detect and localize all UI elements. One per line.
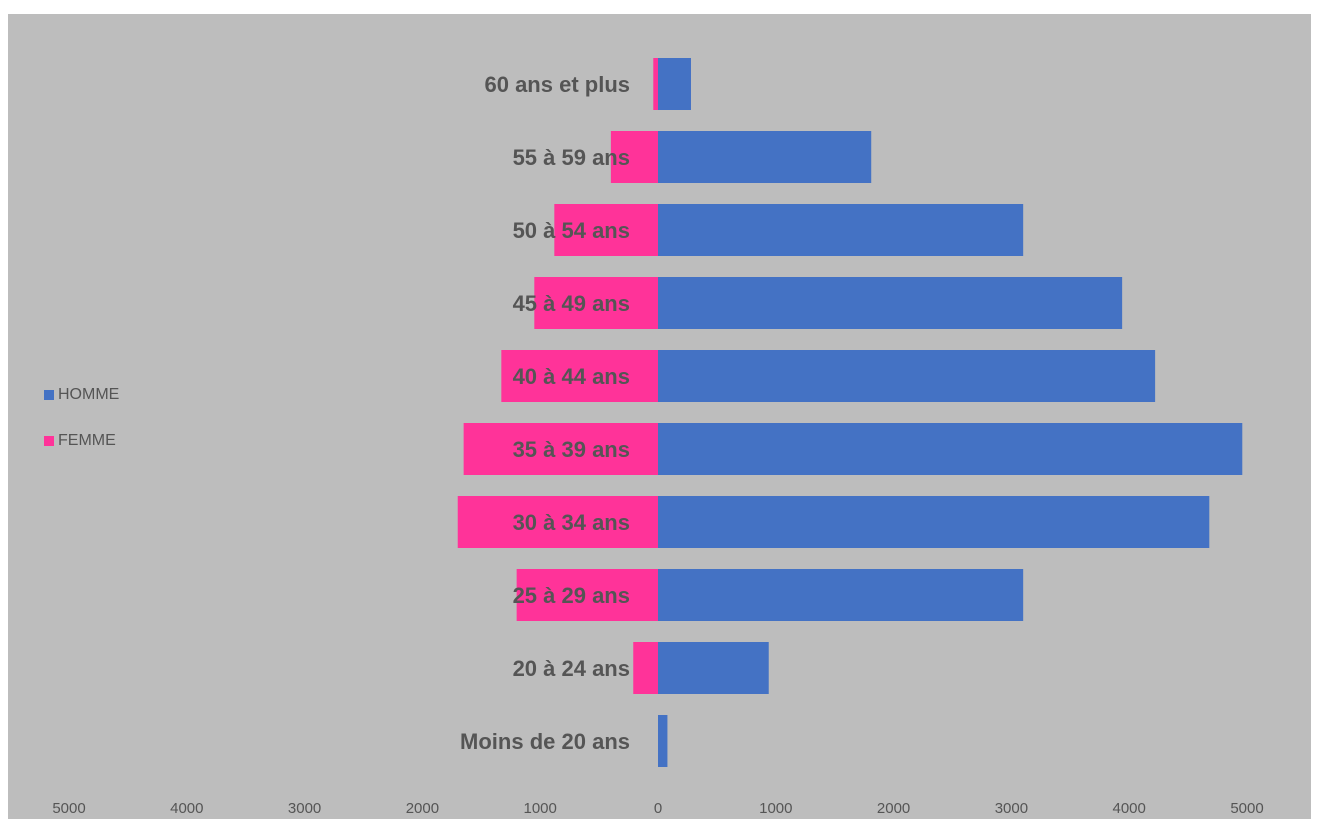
category-label-3: 30 à 34 ans	[513, 510, 630, 535]
x-tick-label-5: 0	[654, 800, 662, 817]
category-label-0: Moins de 20 ans	[460, 729, 630, 754]
bar-femme-5	[501, 350, 658, 402]
bar-homme-7	[658, 204, 1024, 256]
category-label-4: 35 à 39 ans	[513, 437, 630, 462]
bar-homme-1	[658, 642, 769, 694]
legend-label-homme: HOMME	[58, 386, 120, 403]
category-label-5: 40 à 44 ans	[513, 364, 630, 389]
x-tick-label-2: 3000	[288, 800, 321, 817]
legend-item-femme: FEMME	[44, 430, 119, 452]
bar-homme-4	[658, 423, 1243, 475]
x-tick-label-7: 2000	[877, 800, 910, 817]
category-label-8: 55 à 59 ans	[513, 145, 630, 170]
bar-femme-8	[610, 131, 658, 183]
bar-femme-6	[534, 277, 658, 329]
bar-homme-9	[658, 58, 691, 110]
bar-femme-2	[516, 569, 658, 621]
legend-swatch-homme	[44, 390, 54, 400]
category-label-9: 60 ans et plus	[484, 72, 630, 97]
legend-label-femme: FEMME	[58, 432, 116, 449]
bar-homme-6	[658, 277, 1123, 329]
x-tick-label-0: 5000	[52, 800, 85, 817]
bar-femme-4	[463, 423, 658, 475]
category-label-2: 25 à 29 ans	[513, 583, 630, 608]
category-label-6: 45 à 49 ans	[513, 291, 630, 316]
x-tick-label-6: 1000	[759, 800, 792, 817]
x-tick-label-3: 2000	[406, 800, 439, 817]
chart-area: Moins de 20 ans 20 à 24 ans 25 à 29 ans 30 …	[8, 14, 1311, 819]
x-tick-label-8: 3000	[995, 800, 1028, 817]
legend-item-homme: HOMME	[44, 384, 119, 406]
bar-femme-1	[633, 642, 658, 694]
bar-homme-2	[658, 569, 1024, 621]
category-label-7: 50 à 54 ans	[513, 218, 630, 243]
bar-homme-5	[658, 350, 1156, 402]
bar-femme-3	[457, 496, 658, 548]
x-tick-label-1: 4000	[170, 800, 203, 817]
bar-homme-8	[658, 131, 872, 183]
bar-homme-3	[658, 496, 1210, 548]
bar-homme-0	[658, 715, 668, 767]
x-tick-label-10: 5000	[1230, 800, 1263, 817]
legend-swatch-femme	[44, 436, 54, 446]
bar-femme-7	[554, 204, 658, 256]
category-label-1: 20 à 24 ans	[513, 656, 630, 681]
population-pyramid-chart: Moins de 20 ans 20 à 24 ans 25 à 29 ans 30 …	[52, 58, 1264, 817]
x-tick-label-4: 1000	[524, 800, 557, 817]
bar-femme-9	[653, 58, 658, 110]
legend: HOMME FEMME	[44, 384, 119, 476]
x-tick-label-9: 4000	[1113, 800, 1146, 817]
